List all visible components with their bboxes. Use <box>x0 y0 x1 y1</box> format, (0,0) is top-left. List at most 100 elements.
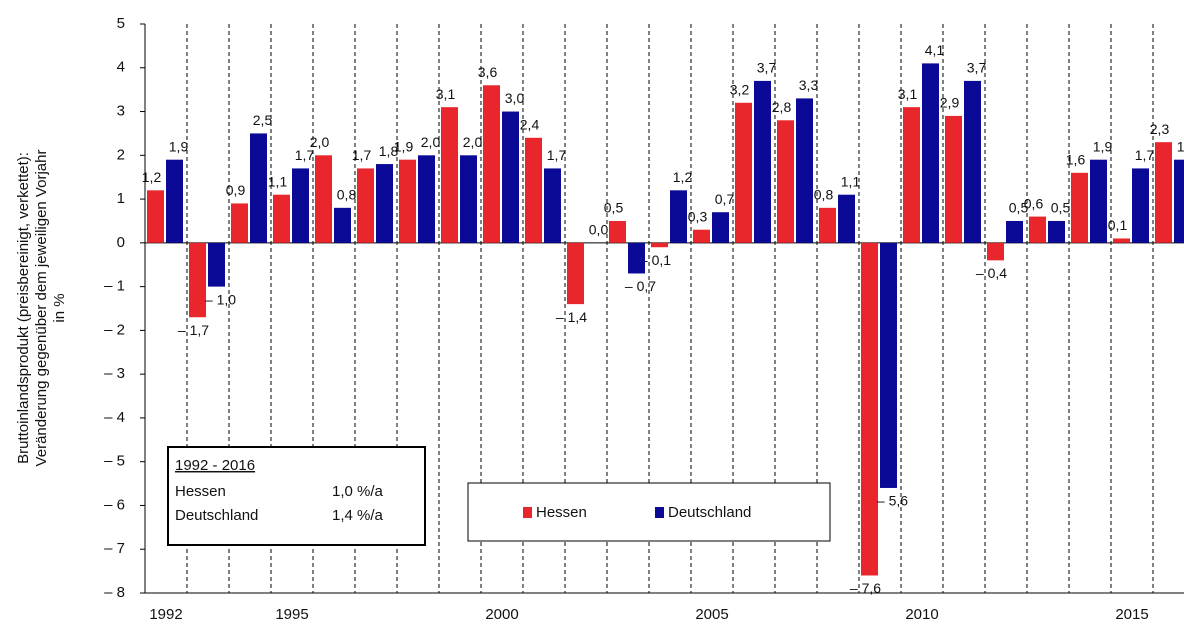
bar <box>567 242 584 305</box>
value-label: 0,8 <box>337 187 357 203</box>
x-tick-label: 2010 <box>905 606 938 623</box>
summary-name: Deutschland <box>175 507 258 524</box>
bar <box>861 242 878 576</box>
bar <box>357 168 374 243</box>
y-axis-title: Bruttoinlandsprodukt (preisbereinigt, ve… <box>15 150 68 467</box>
value-label: 0,5 <box>1009 200 1029 216</box>
bar <box>166 159 183 243</box>
y-tick-label: – 5 <box>104 453 125 470</box>
y-axis-title-line: Bruttoinlandsprodukt (preisbereinigt, ve… <box>15 152 32 464</box>
value-label: – 7,6 <box>850 580 881 596</box>
y-tick-label: – 4 <box>104 409 125 426</box>
value-label: – 5,6 <box>877 493 908 509</box>
value-label: 1,6 <box>1066 152 1086 168</box>
value-label: 1,2 <box>673 169 693 185</box>
value-label: 3,7 <box>967 60 987 76</box>
bar <box>483 85 500 243</box>
value-label: 2,5 <box>253 112 273 128</box>
bar <box>735 102 752 243</box>
bar <box>1132 168 1149 243</box>
value-label: 3,7 <box>757 60 777 76</box>
bar <box>525 137 542 243</box>
value-label: 2,0 <box>310 134 330 150</box>
value-label: 3,2 <box>730 81 750 97</box>
bar <box>987 242 1004 261</box>
bar <box>670 190 687 243</box>
bar <box>334 207 351 243</box>
value-label: 1,9 <box>1177 138 1184 154</box>
bar <box>1174 159 1184 243</box>
value-label: 1,2 <box>142 169 162 185</box>
legend-box <box>467 482 831 542</box>
bar <box>693 229 710 243</box>
bar <box>1155 142 1172 243</box>
bar <box>208 242 225 287</box>
value-label: 1,9 <box>169 138 189 154</box>
value-label: 2,0 <box>421 134 441 150</box>
y-tick-label: 1 <box>117 190 125 207</box>
bar <box>819 207 836 243</box>
value-label: 2,4 <box>520 117 540 133</box>
value-label: 2,0 <box>463 134 483 150</box>
value-label: 0,6 <box>1024 195 1044 211</box>
bar <box>460 155 477 243</box>
summary-box <box>167 446 426 546</box>
x-tick-label: 2015 <box>1115 606 1148 623</box>
bar <box>609 220 626 243</box>
bar <box>544 168 561 243</box>
value-label: – 0,7 <box>625 278 656 294</box>
value-label: – 0,4 <box>976 265 1007 281</box>
value-label: 1,7 <box>547 147 567 163</box>
value-label: 2,8 <box>772 99 792 115</box>
bar <box>1048 220 1065 243</box>
bar <box>903 107 920 243</box>
y-tick-label: – 7 <box>104 540 125 557</box>
bar <box>712 212 729 243</box>
y-axis-title-line: in % <box>51 293 68 322</box>
summary-value: 1,4 %/a <box>332 507 384 524</box>
value-label: 1,9 <box>394 138 414 154</box>
value-label: 0,7 <box>715 191 735 207</box>
y-tick-label: 4 <box>117 59 125 76</box>
y-tick-label: – 8 <box>104 584 125 601</box>
bar <box>399 159 416 243</box>
bar <box>189 242 206 318</box>
value-label: 3,1 <box>436 86 456 102</box>
legend-swatch <box>523 507 532 518</box>
value-label: 1,8 <box>379 143 399 159</box>
value-label: 0,3 <box>688 208 708 224</box>
y-tick-label: 2 <box>117 146 125 163</box>
bar <box>651 242 668 248</box>
y-tick-label: 3 <box>117 103 125 120</box>
y-tick-label: 0 <box>117 234 125 251</box>
value-label: 3,3 <box>799 77 819 93</box>
bar <box>1113 238 1130 243</box>
value-label: 1,1 <box>268 173 288 189</box>
value-label: 0,5 <box>604 200 624 216</box>
bar <box>754 80 771 243</box>
value-label: 1,7 <box>295 147 315 163</box>
summary-name: Hessen <box>175 483 226 500</box>
bar <box>964 80 981 243</box>
y-tick-label: – 3 <box>104 365 125 382</box>
bar <box>777 120 794 243</box>
bar <box>1090 159 1107 243</box>
bar <box>273 194 290 243</box>
y-axis-title-line: Veränderung gegenüber dem jeweiligen Vor… <box>33 150 50 467</box>
value-label: 1,1 <box>841 173 861 189</box>
bar <box>376 164 393 243</box>
legend-label: Deutschland <box>668 504 751 521</box>
bar <box>315 155 332 243</box>
value-label: – 1,0 <box>205 291 236 307</box>
bar <box>945 115 962 243</box>
legend-swatch <box>655 507 664 518</box>
value-label: 0,8 <box>814 187 834 203</box>
value-label: 0,5 <box>1051 200 1071 216</box>
value-label: 0,1 <box>1108 217 1128 233</box>
bar <box>1006 220 1023 243</box>
x-tick-label: 1995 <box>275 606 308 623</box>
value-label: 3,6 <box>478 64 498 80</box>
legend-label: Hessen <box>536 504 587 521</box>
bar <box>880 242 897 488</box>
